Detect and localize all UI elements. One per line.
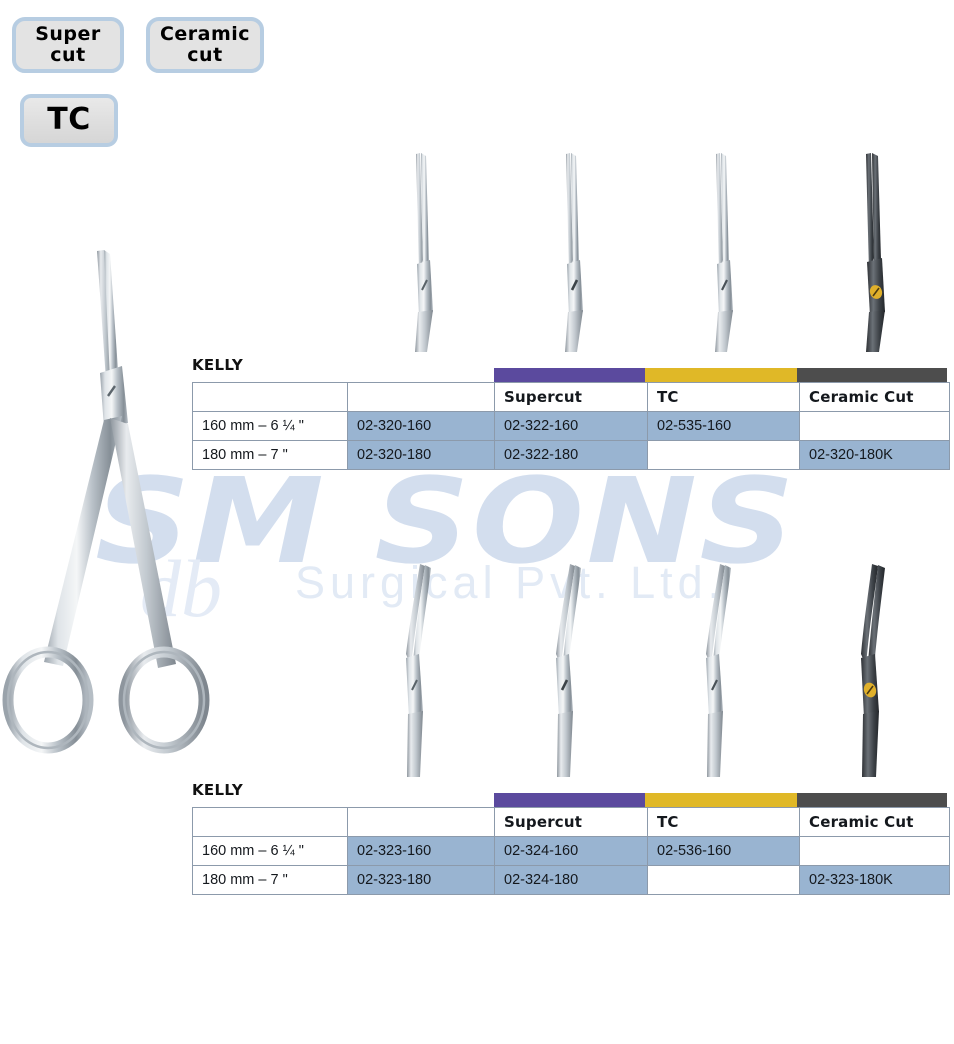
colorbar-straight [494, 368, 947, 382]
table-header-row: Supercut TC Ceramic Cut [192, 382, 950, 412]
catalog-table-straight: Supercut TC Ceramic Cut 160 mm – 6 ¼ " 0… [192, 382, 950, 470]
cell-supercut: 02-322-180 [494, 440, 648, 470]
cell-standard: 02-323-160 [347, 836, 495, 866]
cell-tc [647, 440, 800, 470]
header-size [192, 807, 348, 837]
badge-ceramic-cut[interactable]: Ceramic cut [146, 17, 264, 73]
badge-supercut[interactable]: Super cut [12, 17, 124, 73]
section-title-curved: KELLY [192, 781, 244, 799]
watermark-subtitle: Surgical Pvt. Ltd. [295, 557, 726, 608]
header-standard [347, 382, 495, 412]
cell-supercut: 02-324-160 [494, 836, 648, 866]
section-title-straight: KELLY [192, 356, 244, 374]
colorbar-ceramic [797, 368, 947, 382]
header-standard [347, 807, 495, 837]
colorbar-supercut [494, 793, 645, 807]
cell-supercut: 02-324-180 [494, 865, 648, 895]
cell-tc [647, 865, 800, 895]
kelly-tip-straight-supercut [565, 153, 583, 352]
header-size [192, 382, 348, 412]
colorbar-tc [645, 368, 797, 382]
table-row: 160 mm – 6 ¼ " 02-320-160 02-322-160 02-… [192, 411, 950, 441]
header-tc: TC [647, 382, 800, 412]
header-tc: TC [647, 807, 800, 837]
cell-standard: 02-320-160 [347, 411, 495, 441]
cell-size: 160 mm – 6 ¼ " [192, 411, 348, 441]
badge-tc[interactable]: TC [20, 94, 118, 147]
header-ceramic: Ceramic Cut [799, 807, 950, 837]
badge-supercut-line1: Super [35, 23, 101, 46]
table-header-row: Supercut TC Ceramic Cut [192, 807, 950, 837]
table-row: 180 mm – 7 " 02-320-180 02-322-180 02-32… [192, 440, 950, 470]
table-row: 180 mm – 7 " 02-323-180 02-324-180 02-32… [192, 865, 950, 895]
kelly-tip-curved-supercut [556, 564, 581, 777]
catalog-table-curved: Supercut TC Ceramic Cut 160 mm – 6 ¼ " 0… [192, 807, 950, 895]
cell-ceramic [799, 411, 950, 441]
colorbar-supercut [494, 368, 645, 382]
header-ceramic: Ceramic Cut [799, 382, 950, 412]
header-supercut: Supercut [494, 382, 648, 412]
kelly-scissors-full-straight [2, 250, 210, 754]
cell-tc: 02-536-160 [647, 836, 800, 866]
colorbar-tc [645, 793, 797, 807]
badge-ceramic-line2: cut [187, 44, 223, 66]
kelly-tip-curved-tc [706, 564, 731, 777]
header-supercut: Supercut [494, 807, 648, 837]
cell-size: 180 mm – 7 " [192, 440, 348, 470]
cell-size: 160 mm – 6 ¼ " [192, 836, 348, 866]
cell-ceramic: 02-323-180K [799, 865, 950, 895]
table-row: 160 mm – 6 ¼ " 02-323-160 02-324-160 02-… [192, 836, 950, 866]
badge-tc-label: TC [47, 102, 91, 138]
cell-tc: 02-535-160 [647, 411, 800, 441]
colorbar-curved [494, 793, 947, 807]
badge-ceramic-line1: Ceramic [159, 23, 251, 46]
kelly-tip-curved-standard [406, 564, 431, 777]
badge-supercut-line2: cut [50, 44, 86, 66]
kelly-tip-straight-tc [715, 153, 733, 352]
cell-size: 180 mm – 7 " [192, 865, 348, 895]
cell-standard: 02-320-180 [347, 440, 495, 470]
kelly-tip-straight-standard [415, 153, 433, 352]
colorbar-ceramic [797, 793, 947, 807]
kelly-tip-straight-ceramic [866, 153, 885, 352]
cell-ceramic: 02-320-180K [799, 440, 950, 470]
kelly-tip-curved-ceramic [861, 564, 885, 777]
cell-supercut: 02-322-160 [494, 411, 648, 441]
cell-standard: 02-323-180 [347, 865, 495, 895]
cell-ceramic [799, 836, 950, 866]
